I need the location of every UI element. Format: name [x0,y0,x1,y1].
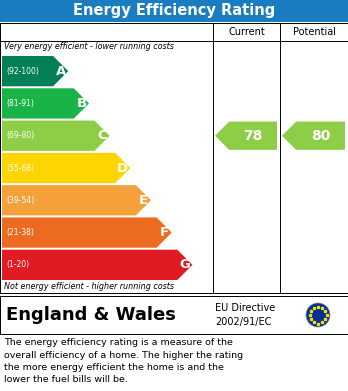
Text: D: D [117,161,128,174]
Text: Current: Current [228,27,265,37]
Text: B: B [76,97,86,110]
Text: C: C [97,129,107,142]
Polygon shape [282,122,345,150]
Text: (55-68): (55-68) [6,163,34,172]
Bar [0,23,348,293]
Text: E: E [139,194,148,207]
Bar [0,0,348,22]
Bar [0,296,348,334]
Text: G: G [180,258,190,271]
Circle shape [306,303,330,327]
Polygon shape [2,120,110,151]
Text: (39-54): (39-54) [6,196,34,205]
Text: England & Wales: England & Wales [6,306,176,324]
Text: Very energy efficient - lower running costs: Very energy efficient - lower running co… [4,42,174,51]
Text: The energy efficiency rating is a measure of the
overall efficiency of a home. T: The energy efficiency rating is a measur… [4,338,243,384]
Text: (1-20): (1-20) [6,260,29,269]
Text: Energy Efficiency Rating: Energy Efficiency Rating [73,4,275,18]
Text: (21-38): (21-38) [6,228,34,237]
Text: Potential: Potential [293,27,335,37]
Polygon shape [2,185,151,215]
Polygon shape [2,153,130,183]
Text: A: A [56,65,66,78]
Polygon shape [2,217,172,248]
Text: 80: 80 [311,129,330,143]
Text: F: F [160,226,169,239]
Text: (69-80): (69-80) [6,131,34,140]
Text: Not energy efficient - higher running costs: Not energy efficient - higher running co… [4,282,174,291]
Text: (81-91): (81-91) [6,99,34,108]
Text: (92-100): (92-100) [6,66,39,75]
Text: EU Directive
2002/91/EC: EU Directive 2002/91/EC [215,303,275,326]
Text: 78: 78 [243,129,263,143]
Polygon shape [2,56,68,86]
Polygon shape [2,250,192,280]
Polygon shape [215,122,277,150]
Polygon shape [2,88,89,118]
